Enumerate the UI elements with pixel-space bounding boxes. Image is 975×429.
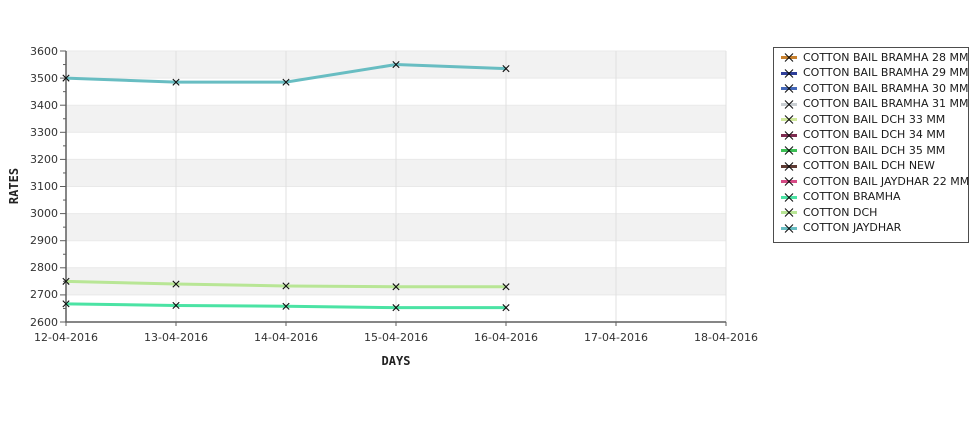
legend-item: COTTON BRAMHA bbox=[781, 190, 964, 206]
legend-item: COTTON BAIL BRAMHA 28 MM bbox=[781, 50, 968, 66]
legend-marker-icon bbox=[781, 161, 797, 172]
legend-marker-icon bbox=[781, 83, 797, 94]
x-axis-title: DAYS bbox=[381, 354, 411, 368]
data-point-marker bbox=[392, 304, 400, 312]
legend-item-label: COTTON BRAMHA bbox=[803, 190, 901, 204]
x-tick-label: 15-04-2016 bbox=[364, 331, 428, 344]
data-point-marker bbox=[502, 65, 510, 73]
legend-item-label: COTTON BAIL DCH 35 MM bbox=[803, 143, 946, 157]
y-tick-label: 3000 bbox=[30, 207, 58, 221]
legend-item: COTTON BAIL DCH NEW bbox=[781, 159, 964, 175]
data-point-marker bbox=[62, 277, 70, 285]
legend-item: COTTON BAIL JAYDHAR 22 MM bbox=[781, 174, 969, 190]
legend-item: COTTON BAIL DCH 34 MM bbox=[781, 128, 964, 144]
y-tick-label: 3300 bbox=[30, 125, 58, 139]
legend-marker-icon bbox=[781, 130, 797, 141]
x-tick-label: 14-04-2016 bbox=[254, 331, 318, 344]
y-tick-label: 3200 bbox=[30, 152, 58, 166]
legend-item-label: COTTON BAIL DCH 33 MM bbox=[803, 112, 946, 126]
legend-marker-icon bbox=[781, 68, 797, 79]
legend-item: COTTON BAIL BRAMHA 29 MM bbox=[781, 66, 968, 82]
data-point-marker bbox=[282, 282, 290, 290]
legend-item-label: COTTON BAIL BRAMHA 28 MM bbox=[803, 50, 969, 64]
data-point-marker bbox=[172, 280, 180, 288]
legend-marker-icon bbox=[781, 207, 797, 218]
y-axis-title: RATES bbox=[7, 167, 21, 205]
y-tick-label: 2900 bbox=[30, 234, 58, 248]
data-point-marker bbox=[172, 78, 180, 86]
x-tick-label: 18-04-2016 bbox=[694, 331, 758, 344]
legend-marker-icon bbox=[781, 99, 797, 110]
legend-marker-icon bbox=[781, 223, 797, 234]
legend-item: COTTON JAYDHAR bbox=[781, 221, 964, 237]
y-tick-label: 3100 bbox=[30, 180, 58, 193]
data-point-marker bbox=[502, 304, 510, 312]
legend-marker-icon bbox=[781, 52, 797, 63]
data-point-marker bbox=[282, 78, 290, 86]
x-tick-label: 13-04-2016 bbox=[144, 331, 208, 344]
legend-item: COTTON BAIL DCH 35 MM bbox=[781, 143, 964, 159]
x-tick-label: 17-04-2016 bbox=[584, 331, 648, 344]
legend-item-label: COTTON BAIL DCH 34 MM bbox=[803, 128, 946, 142]
data-point-marker bbox=[282, 302, 290, 310]
legend-item-label: COTTON BAIL BRAMHA 29 MM bbox=[803, 66, 969, 80]
x-tick-label: 16-04-2016 bbox=[474, 331, 538, 344]
legend-item-label: COTTON BAIL BRAMHA 30 MM bbox=[803, 81, 969, 95]
data-point-marker bbox=[172, 301, 180, 310]
legend: COTTON BAIL BRAMHA 28 MM COTTON BAIL BRAM… bbox=[773, 47, 969, 243]
legend-item: COTTON BAIL DCH 33 MM bbox=[781, 112, 964, 128]
y-tick-label: 2700 bbox=[30, 288, 58, 302]
y-tick-label: 3600 bbox=[30, 44, 58, 58]
y-tick-label: 2800 bbox=[30, 261, 58, 275]
legend-marker-icon bbox=[781, 145, 797, 156]
y-tick-label: 2600 bbox=[30, 315, 58, 329]
y-tick-label: 3500 bbox=[30, 71, 58, 85]
legend-item-label: COTTON DCH bbox=[803, 205, 878, 219]
legend-item: COTTON DCH bbox=[781, 205, 964, 221]
legend-item: COTTON BAIL BRAMHA 31 MM bbox=[781, 97, 968, 113]
legend-marker-icon bbox=[781, 176, 797, 187]
legend-item-label: COTTON BAIL DCH NEW bbox=[803, 159, 935, 173]
data-point-marker bbox=[392, 60, 400, 69]
legend-marker-icon bbox=[781, 114, 797, 125]
data-point-marker bbox=[392, 283, 400, 291]
data-point-marker bbox=[502, 283, 510, 291]
y-tick-label: 3400 bbox=[30, 98, 58, 112]
legend-item-label: COTTON BAIL JAYDHAR 22 MM bbox=[803, 174, 970, 188]
legend-marker-icon bbox=[781, 192, 797, 203]
legend-item-label: COTTON BAIL BRAMHA 31 MM bbox=[803, 97, 969, 111]
x-tick-label: 12-04-2016 bbox=[34, 331, 98, 344]
legend-item: COTTON BAIL BRAMHA 30 MM bbox=[781, 81, 968, 97]
data-point-marker bbox=[62, 300, 70, 308]
data-point-marker bbox=[62, 74, 70, 82]
legend-item-label: COTTON JAYDHAR bbox=[803, 221, 902, 235]
